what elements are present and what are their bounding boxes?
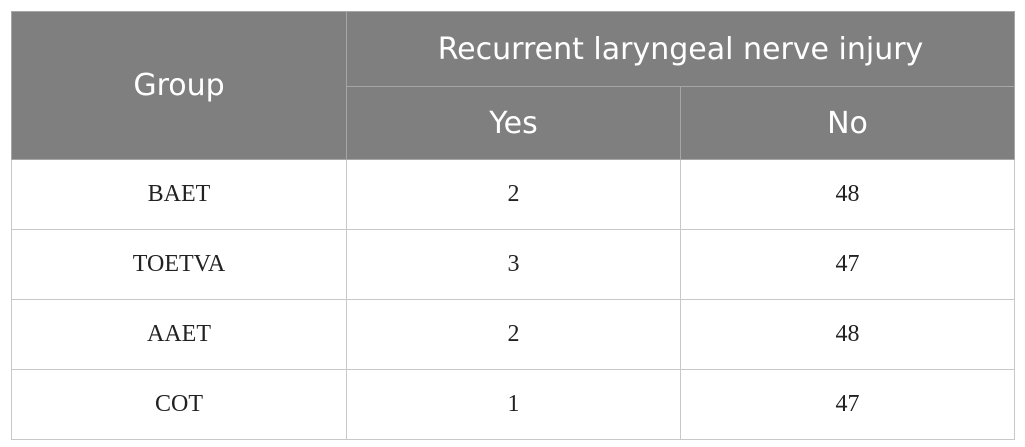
- header-cell: Yes: [346, 86, 681, 160]
- header-cell: No: [680, 86, 1015, 160]
- table-cell: 47: [680, 369, 1015, 440]
- table-cell: AAET: [11, 299, 347, 370]
- header-cell: Group: [11, 11, 347, 160]
- table-cell: 1: [346, 369, 681, 440]
- table-body: BAET 2 48 TOETVA 3 47 AAET 2 48 COT 1 47: [11, 159, 1015, 440]
- table-cell: COT: [11, 369, 347, 440]
- table-row: AAET 2 48: [11, 299, 1015, 370]
- table-cell: BAET: [11, 159, 347, 230]
- table-cell: 2: [346, 299, 681, 370]
- table-cell: 48: [680, 159, 1015, 230]
- table-cell: TOETVA: [11, 229, 347, 300]
- table-row: TOETVA 3 47: [11, 229, 1015, 300]
- results-table: Group Recurrent laryngeal nerve injury Y…: [11, 11, 1015, 440]
- table-row: COT 1 47: [11, 369, 1015, 440]
- table-cell: 47: [680, 229, 1015, 300]
- header-cell: Recurrent laryngeal nerve injury: [346, 11, 1015, 87]
- table-cell: 3: [346, 229, 681, 300]
- table-row: BAET 2 48: [11, 159, 1015, 230]
- table-cell: 2: [346, 159, 681, 230]
- table-cell: 48: [680, 299, 1015, 370]
